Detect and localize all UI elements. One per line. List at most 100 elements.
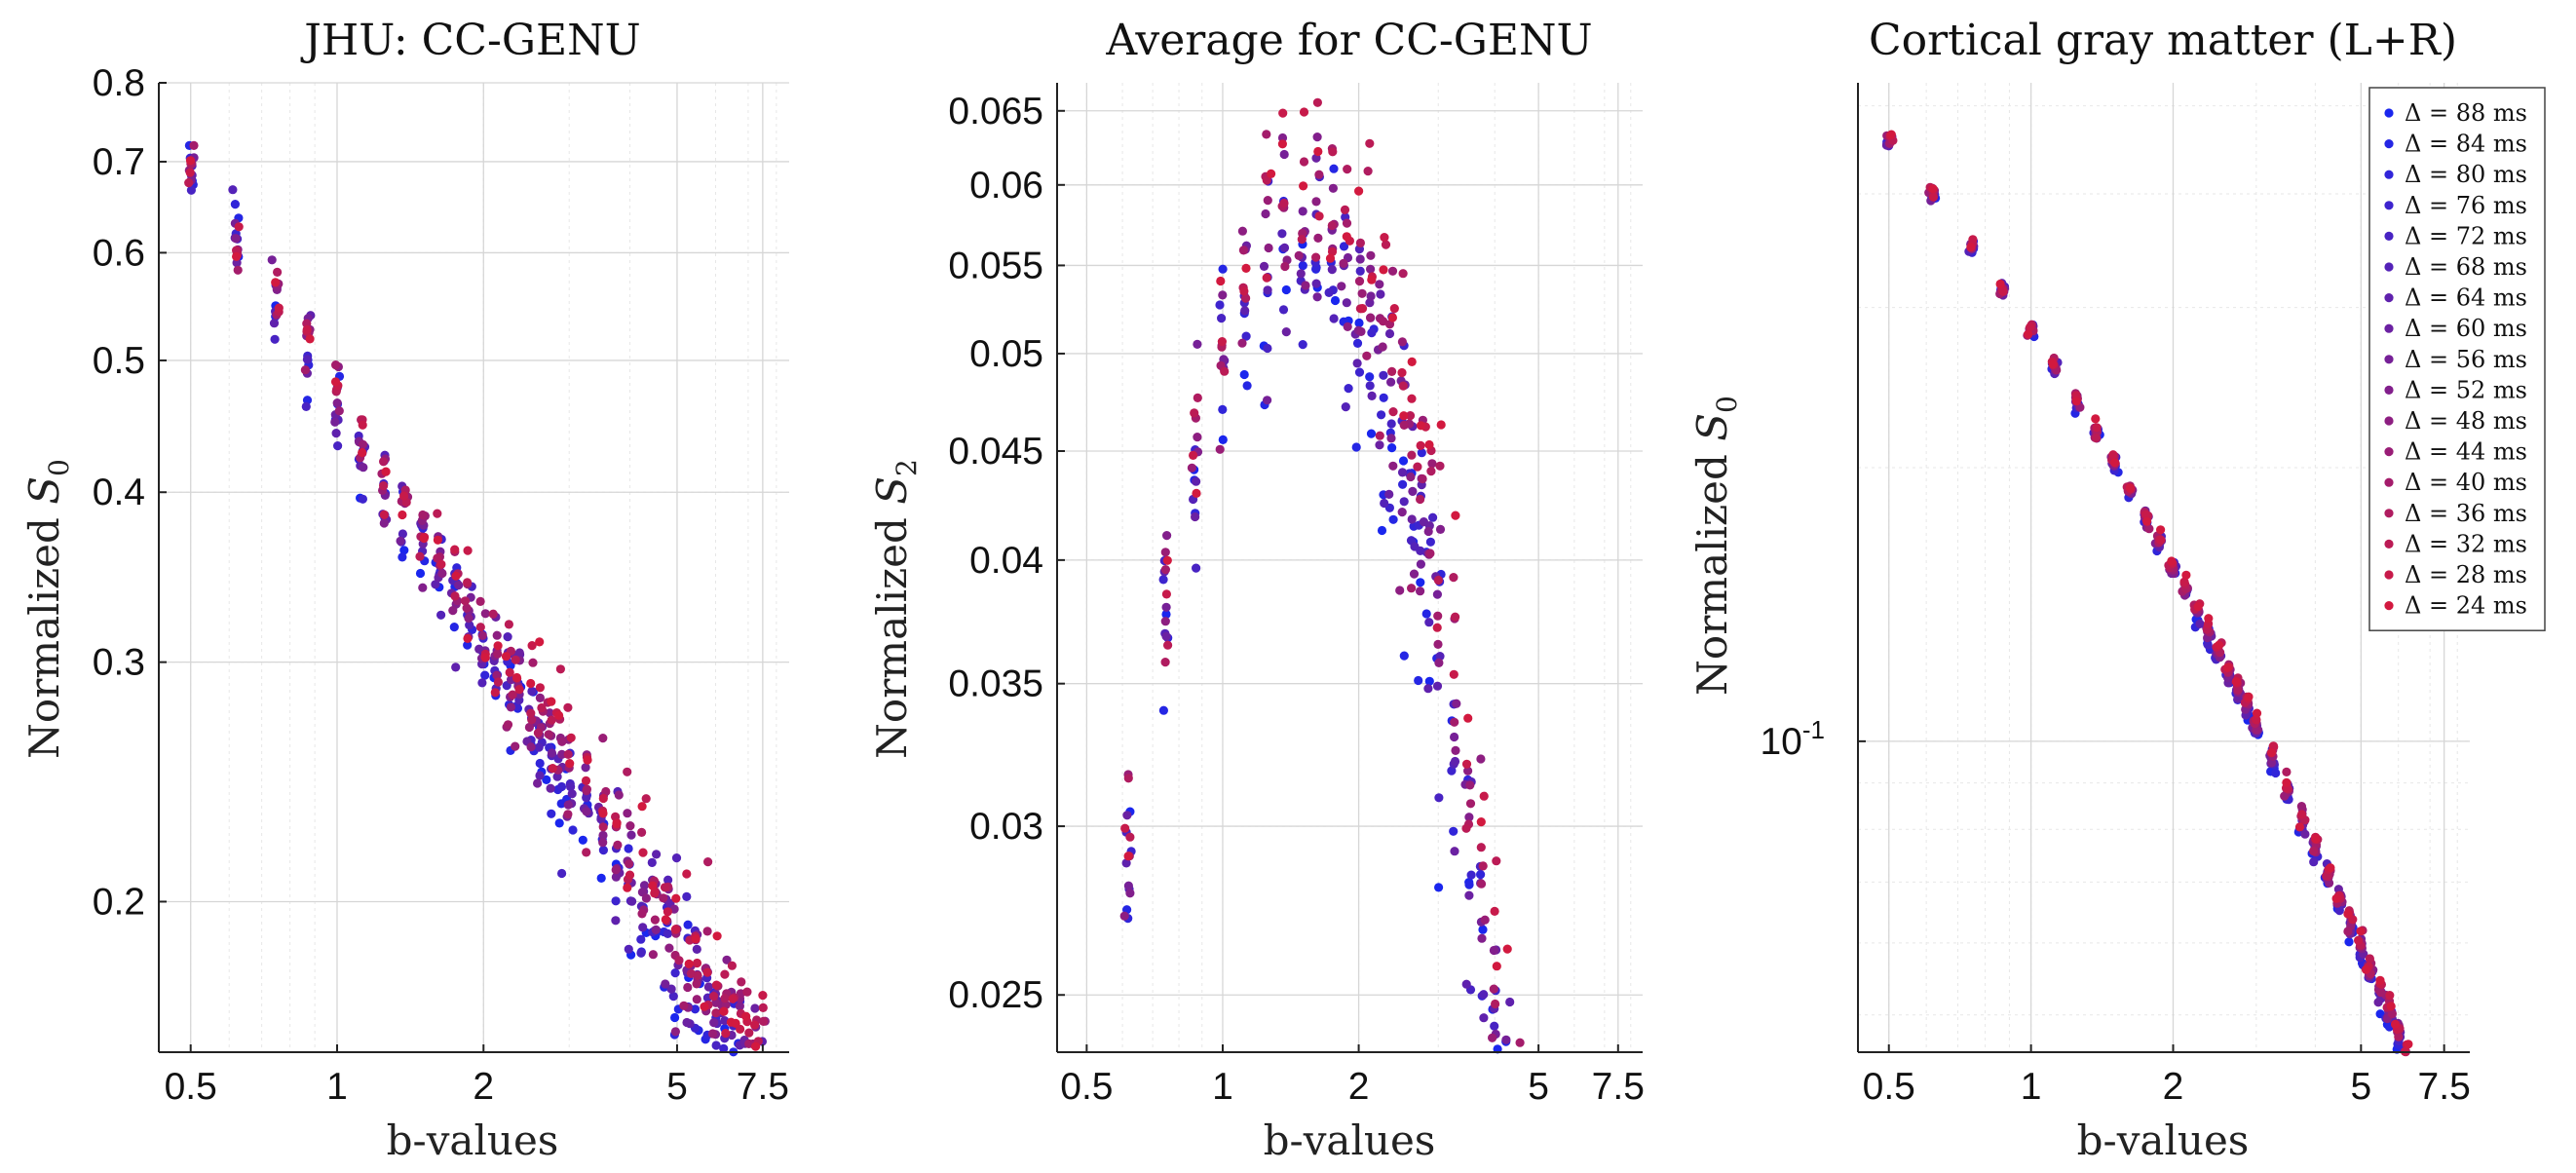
data-point (511, 655, 520, 664)
data-point (692, 995, 701, 1004)
data-point (583, 755, 592, 765)
legend-item: Δ = 52 ms (2384, 376, 2527, 403)
data-point (418, 583, 428, 592)
data-point (1398, 456, 1409, 466)
data-point (563, 702, 573, 712)
data-point (535, 771, 545, 780)
data-point (671, 853, 682, 863)
data-point (1119, 911, 1129, 921)
data-point (1297, 235, 1307, 245)
data-point (2195, 619, 2205, 629)
data-point (1477, 933, 1487, 943)
data-point (358, 447, 367, 458)
data-point (2385, 991, 2395, 1001)
data-point (1366, 429, 1377, 438)
data-point (720, 994, 730, 1003)
data-point (450, 591, 460, 601)
data-point (611, 872, 622, 882)
data-point (1313, 233, 1323, 243)
legend-marker (2384, 323, 2394, 333)
legend-item: Δ = 60 ms (2384, 315, 2527, 342)
data-point (2048, 359, 2058, 369)
data-point (1298, 340, 1307, 350)
data-point (1343, 322, 1352, 331)
data-point (731, 1018, 740, 1028)
legend-label: Δ = 36 ms (2405, 500, 2527, 527)
data-point (1479, 1013, 1489, 1023)
y-tick-exponent: -1 (1802, 715, 1825, 744)
legend-item: Δ = 28 ms (2384, 561, 2527, 588)
data-point (2343, 927, 2353, 936)
data-point (1328, 183, 1338, 193)
data-point (1387, 313, 1397, 322)
data-point (1192, 563, 1201, 573)
data-point (537, 702, 547, 713)
data-point (1294, 250, 1304, 260)
legend-marker (2384, 447, 2394, 457)
data-point (1158, 705, 1168, 715)
data-point (1492, 962, 1501, 971)
data-point (1215, 444, 1225, 454)
data-point (670, 968, 680, 978)
data-point (1515, 1038, 1525, 1047)
legend-label: Δ = 24 ms (2405, 592, 2527, 620)
data-point (480, 653, 490, 662)
data-point (638, 923, 648, 932)
data-point (1218, 264, 1228, 274)
data-point (547, 697, 556, 706)
data-point (1220, 366, 1230, 376)
data-point (1449, 669, 1458, 679)
data-point (1451, 511, 1460, 520)
data-point (1461, 823, 1471, 833)
data-point (493, 677, 503, 687)
data-point (566, 782, 576, 792)
data-point (2179, 577, 2189, 586)
legend-item: Δ = 40 ms (2384, 469, 2527, 496)
data-point (1379, 393, 1388, 402)
data-point (720, 969, 730, 979)
data-point (1407, 514, 1417, 524)
y-ticks-panel-2: 0.025 0.03 0.035 0.04 0.045 0.05 0.055 0.06 0.06… (948, 91, 1065, 1016)
data-point (1193, 433, 1202, 442)
data-point (1298, 207, 1307, 216)
data-point (636, 934, 646, 944)
data-point (1259, 261, 1269, 271)
data-point (1158, 575, 1168, 585)
data-point (184, 178, 194, 188)
x-tick-label: 1 (2021, 1066, 2042, 1108)
data-point (598, 830, 608, 841)
data-point (1435, 461, 1445, 471)
data-point (2156, 525, 2166, 535)
data-point (1432, 589, 1442, 599)
data-point (700, 1002, 709, 1011)
data-point (506, 702, 516, 712)
data-point (1379, 265, 1388, 275)
data-point (548, 764, 557, 774)
data-point (419, 533, 429, 544)
data-point (1407, 394, 1417, 403)
legend-item: Δ = 68 ms (2384, 253, 2527, 281)
data-point (1434, 658, 1444, 668)
data-point (1239, 286, 1249, 296)
y-tick-label: 0.045 (948, 431, 1043, 473)
data-point (611, 865, 621, 875)
data-point (1435, 524, 1446, 535)
data-point (2280, 791, 2290, 801)
data-point (1387, 443, 1397, 453)
data-point (660, 883, 670, 892)
data-point (648, 950, 659, 960)
legend-item: Δ = 88 ms (2384, 99, 2527, 127)
data-point (1478, 861, 1488, 871)
data-point (433, 509, 442, 518)
data-point (463, 546, 473, 555)
data-point (1216, 276, 1226, 286)
data-point (598, 838, 608, 848)
data-point (719, 1043, 729, 1053)
data-point (511, 741, 520, 751)
data-point (1330, 295, 1341, 306)
x-tick-label: 7.5 (1592, 1066, 1645, 1108)
y-tick-label: 0.7 (93, 141, 145, 183)
data-point (1163, 640, 1173, 650)
data-point (1433, 639, 1443, 650)
data-point (527, 641, 537, 651)
